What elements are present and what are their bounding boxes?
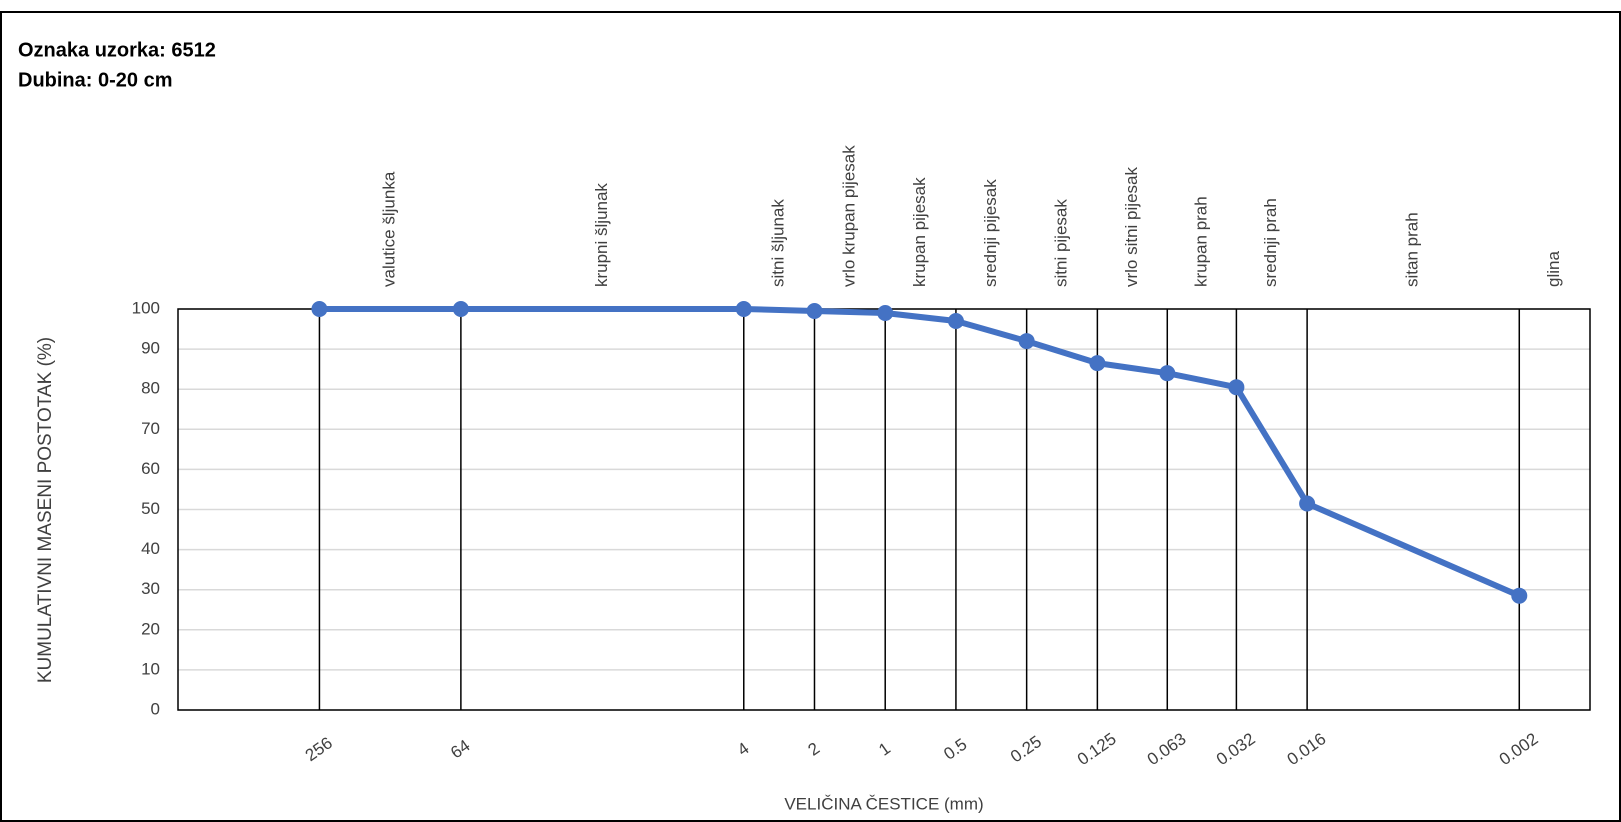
zone-label: krupan pijesak — [910, 177, 929, 287]
x-tick-label: 0.002 — [1496, 729, 1542, 769]
data-point — [735, 301, 752, 317]
x-tick-label: 0.5 — [940, 735, 970, 764]
y-tick-label: 30 — [141, 579, 160, 598]
data-point — [1511, 587, 1528, 604]
data-point — [452, 301, 469, 317]
zone-label: sitni pijesak — [1051, 199, 1070, 287]
zone-label: sitni šljunak — [769, 199, 788, 287]
zone-label: vrlo sitni pijesak — [1122, 167, 1141, 287]
zone-label: valutice šljunka — [380, 171, 399, 287]
data-point — [311, 301, 328, 317]
chart-subtitle: Dubina: 0-20 cm — [18, 69, 172, 91]
x-tick-label: 64 — [447, 736, 473, 762]
y-tick-label: 40 — [141, 539, 160, 558]
y-tick-label: 50 — [141, 499, 160, 518]
data-point — [1018, 333, 1035, 350]
frame — [0, 11, 1621, 822]
data-point — [1299, 495, 1316, 512]
x-tick-label: 2 — [805, 739, 824, 760]
data-point — [1228, 379, 1245, 396]
y-tick-label: 70 — [141, 419, 160, 438]
x-tick-label: 4 — [734, 739, 753, 760]
y-tick-label: 60 — [141, 459, 160, 478]
zone-label: sitan prah — [1403, 212, 1422, 287]
data-point — [806, 303, 823, 320]
zone-label: srednji prah — [1261, 198, 1280, 287]
x-tick-label: 1 — [875, 739, 894, 760]
x-tick-label: 0.25 — [1007, 732, 1045, 767]
y-tick-label: 80 — [141, 379, 160, 398]
zone-label: krupni šljunak — [592, 183, 611, 287]
data-point — [1159, 365, 1176, 382]
x-tick-label: 0.016 — [1284, 729, 1330, 769]
data-point — [947, 313, 964, 330]
y-tick-label: 90 — [141, 339, 160, 358]
zone-label: vrlo krupan pijesak — [839, 145, 858, 287]
zone-label: krupan prah — [1191, 196, 1210, 287]
zone-label: glina — [1544, 251, 1563, 287]
y-tick-label: 100 — [132, 298, 160, 317]
x-tick-label: 0.063 — [1144, 729, 1190, 769]
y-tick-label: 0 — [151, 699, 160, 718]
x-tick-label: 0.032 — [1213, 729, 1259, 769]
zone-label: srednji pijesak — [981, 179, 1000, 287]
x-tick-label: 256 — [302, 733, 336, 765]
y-tick-label: 20 — [141, 619, 160, 638]
x-axis-title: VELIČINA ČESTICE (mm) — [784, 794, 983, 813]
y-tick-label: 10 — [141, 659, 160, 678]
data-point — [877, 305, 894, 322]
x-tick-label: 0.125 — [1074, 729, 1120, 769]
data-line — [319, 306, 1521, 599]
y-axis-title: KUMULATIVNI MASENI POSTOTAK (%) — [35, 337, 56, 683]
data-point — [1089, 355, 1106, 372]
chart-title: Oznaka uzorka: 6512 — [18, 39, 216, 61]
